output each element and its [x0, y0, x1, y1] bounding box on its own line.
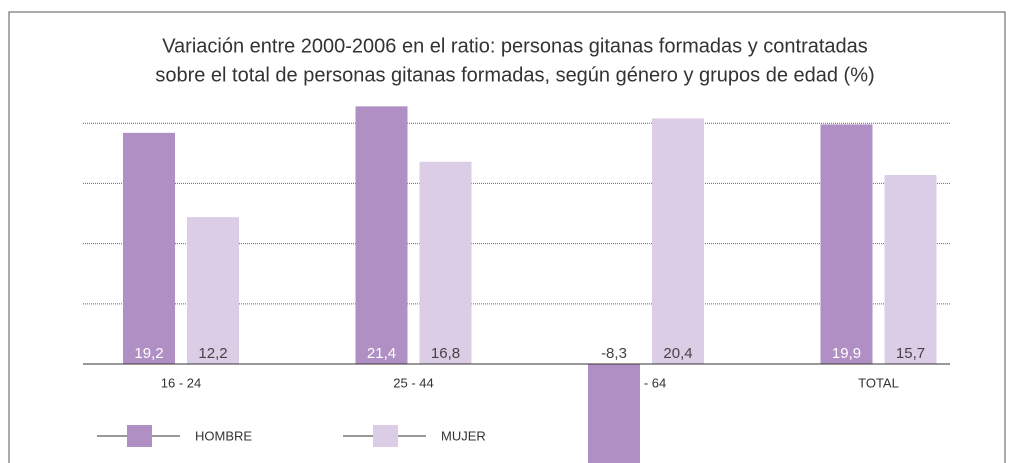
value-label: 21,4 [367, 345, 396, 362]
legend-label: MUJER [441, 428, 486, 443]
bar [355, 106, 408, 365]
value-label: 16,8 [431, 345, 460, 362]
value-label: 19,9 [832, 345, 861, 362]
bar [419, 161, 472, 365]
bar [187, 217, 239, 365]
legend-swatch [127, 425, 152, 447]
chart-title: Variación entre 2000-2006 en el ratio: p… [162, 35, 868, 57]
bar [884, 174, 937, 365]
bar [588, 364, 640, 463]
value-label: 12,2 [198, 345, 227, 362]
bar [123, 132, 175, 365]
value-label: 15,7 [896, 345, 925, 362]
x-tick-label: 25 - 44 [393, 375, 433, 390]
chart-title: sobre el total de personas gitanas forma… [155, 64, 874, 86]
value-label: 19,2 [134, 345, 163, 362]
value-label: -8,3 [601, 345, 627, 362]
legend-swatch [373, 425, 398, 447]
value-label: 20,4 [663, 345, 692, 362]
x-tick-label: TOTAL [858, 375, 899, 390]
frame [8, 11, 1006, 463]
x-tick-label: 16 - 24 [161, 375, 201, 390]
bar [652, 118, 704, 365]
bar [820, 124, 873, 365]
legend-label: HOMBRE [195, 428, 252, 443]
